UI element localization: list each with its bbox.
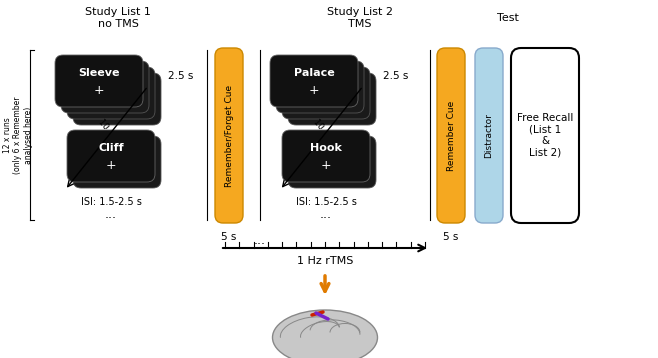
FancyBboxPatch shape [288,136,376,188]
Text: Study List 1
no TMS: Study List 1 no TMS [85,7,151,29]
FancyBboxPatch shape [276,61,364,113]
FancyBboxPatch shape [67,130,155,182]
FancyBboxPatch shape [282,67,370,119]
Text: Remember Cue: Remember Cue [447,100,455,171]
Text: +: + [309,84,319,97]
Text: 2.5 s: 2.5 s [168,71,193,81]
Text: Study List 2
TMS: Study List 2 TMS [327,7,393,29]
Text: +: + [93,84,105,97]
FancyBboxPatch shape [475,48,503,223]
Text: 5 s: 5 s [443,232,459,242]
Text: Sleeve: Sleeve [78,68,120,78]
Text: 5 s: 5 s [221,232,237,242]
Text: ISI: 1.5-2.5 s: ISI: 1.5-2.5 s [80,197,141,207]
Text: +: + [320,159,332,172]
Text: Cliff: Cliff [98,143,124,153]
Text: Remember/Forget Cue: Remember/Forget Cue [224,84,234,187]
Text: Palace: Palace [293,68,334,78]
Text: ISI: 1.5-2.5 s: ISI: 1.5-2.5 s [295,197,357,207]
FancyBboxPatch shape [288,73,376,125]
Text: 12 x runs
(only 6 x Remember
analysed here): 12 x runs (only 6 x Remember analysed he… [3,96,33,174]
FancyBboxPatch shape [55,55,143,107]
FancyBboxPatch shape [73,136,161,188]
Text: ...: ... [105,208,117,222]
Text: 10 x words: 10 x words [96,118,133,159]
FancyBboxPatch shape [437,48,465,223]
FancyBboxPatch shape [215,48,243,223]
FancyBboxPatch shape [270,55,358,107]
Text: 1 Hz rTMS: 1 Hz rTMS [297,256,353,266]
Text: Free Recall
(List 1
&
List 2): Free Recall (List 1 & List 2) [517,113,573,158]
Text: +: + [106,159,116,172]
FancyBboxPatch shape [73,73,161,125]
Text: ...: ... [254,233,266,247]
FancyBboxPatch shape [511,48,579,223]
Text: Distractor: Distractor [484,113,494,158]
Text: 2.5 s: 2.5 s [383,71,409,81]
Ellipse shape [272,310,378,358]
Text: ...: ... [320,208,332,222]
FancyBboxPatch shape [61,61,149,113]
FancyBboxPatch shape [67,67,155,119]
Text: Test: Test [497,13,519,23]
Text: 10 x words: 10 x words [311,118,347,159]
Text: Hook: Hook [310,143,342,153]
FancyBboxPatch shape [282,130,370,182]
